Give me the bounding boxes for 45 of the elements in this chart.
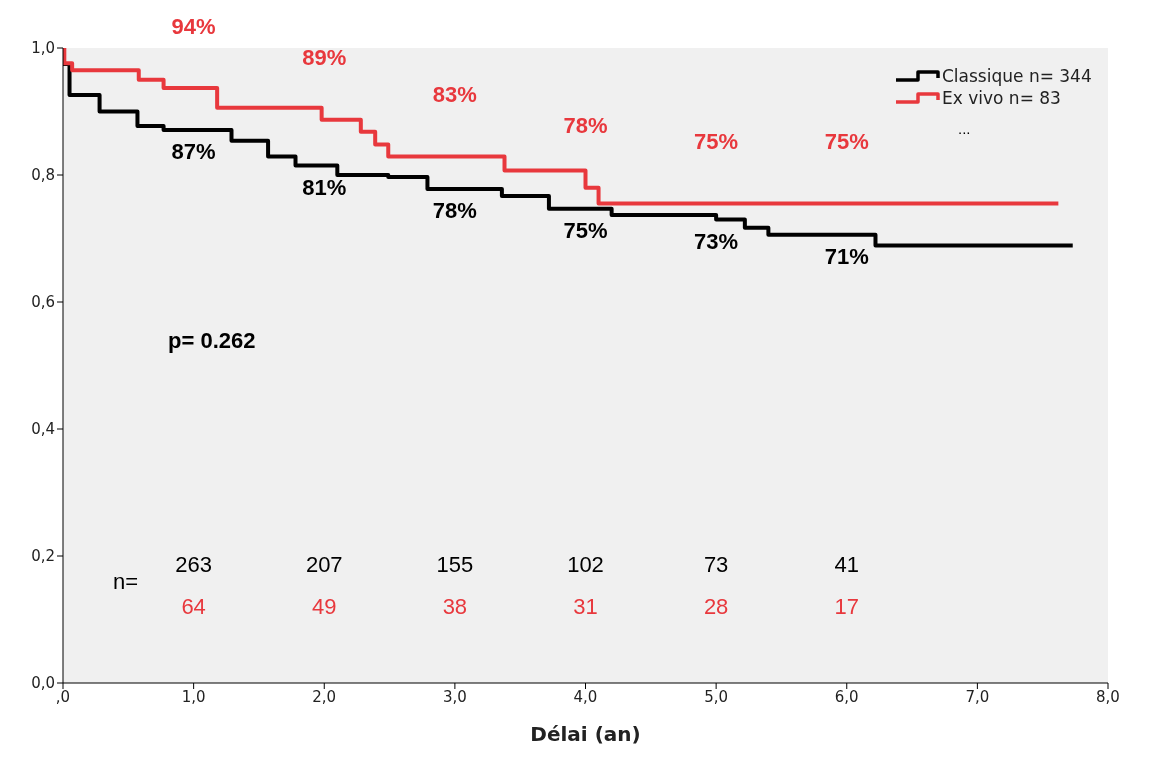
annotation: n= — [113, 568, 139, 594]
legend-label: Ex vivo n= 83 — [942, 88, 1061, 108]
annotation: 155 — [436, 551, 474, 577]
x-tick-label: ,0 — [55, 687, 71, 706]
annotation: 81% — [302, 174, 347, 200]
y-tick-label: 0,6 — [31, 293, 55, 312]
annotation: 102 — [567, 551, 604, 577]
y-tick-label: 1,0 — [31, 39, 55, 58]
annotation: 41 — [834, 551, 859, 577]
annotation: 263 — [175, 551, 212, 577]
annotation: 78% — [563, 113, 608, 139]
annotation: 64 — [181, 594, 206, 620]
annotation: 89% — [302, 45, 347, 71]
annotation: 75% — [563, 218, 608, 244]
x-tick-label: 8,0 — [1096, 687, 1120, 706]
annotation: 49 — [312, 594, 337, 620]
annotation: 28 — [703, 594, 729, 620]
x-tick-label: 2,0 — [312, 687, 337, 706]
annotation: 71% — [824, 244, 869, 270]
y-tick-label: 0,0 — [31, 674, 55, 693]
x-tick-label: 5,0 — [704, 687, 729, 706]
annotation: 75% — [694, 129, 739, 155]
legend-label: Classique n= 344 — [942, 66, 1092, 86]
x-axis-title: Délai (an) — [530, 722, 641, 746]
annotation: 83% — [432, 82, 477, 108]
annotation: 94% — [171, 13, 216, 39]
x-tick-label: 4,0 — [573, 687, 598, 706]
annotation: 75% — [824, 129, 869, 155]
annotation: 17 — [834, 594, 859, 620]
annotation: 78% — [432, 198, 477, 224]
annotation: 87% — [171, 139, 216, 165]
y-tick-label: 0,2 — [31, 547, 55, 566]
x-tick-label: 3,0 — [442, 687, 467, 706]
annotation: 73 — [703, 551, 729, 577]
x-tick-label: 7,0 — [965, 687, 990, 706]
annotation: ... — [958, 119, 971, 137]
y-tick-label: 0,8 — [31, 166, 55, 185]
x-tick-label: 1,0 — [181, 687, 206, 706]
annotation: 31 — [573, 594, 598, 620]
annotation: p= 0.262 — [168, 327, 256, 353]
annotation: 207 — [305, 551, 343, 577]
y-tick-label: 0,4 — [31, 420, 55, 439]
annotation: 73% — [694, 228, 739, 254]
annotation: 38 — [442, 594, 468, 620]
x-tick-label: 6,0 — [834, 687, 859, 706]
